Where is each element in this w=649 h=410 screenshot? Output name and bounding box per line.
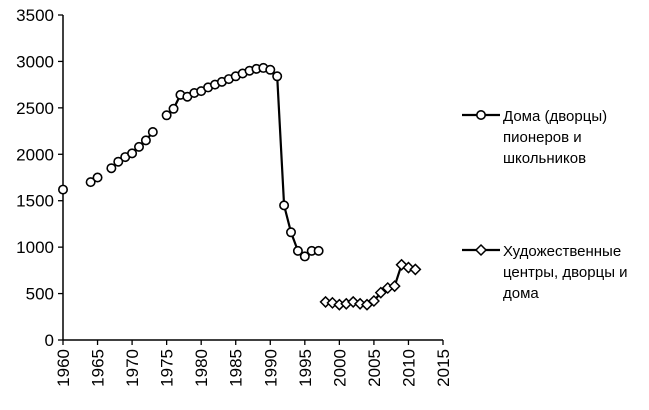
data-point	[113, 156, 124, 167]
data-point	[161, 110, 172, 121]
data-point	[85, 177, 96, 188]
data-point	[313, 245, 324, 256]
y-tick-label: 3000	[16, 52, 54, 71]
x-tick-label: 2005	[365, 349, 384, 387]
x-tick-label: 1975	[158, 349, 177, 387]
legend-marker	[474, 243, 488, 257]
legend-entry-2: Художественные центры, дворцы и дома	[462, 243, 628, 302]
x-tick-label: 1995	[296, 349, 315, 387]
data-point	[388, 280, 401, 293]
x-tick-label: 1965	[89, 349, 108, 387]
data-point	[409, 263, 422, 276]
legend-marker	[475, 110, 486, 121]
data-point	[367, 294, 380, 308]
data-point	[374, 286, 387, 299]
x-tick-label: 1960	[54, 349, 73, 387]
legend-label: центры, дворцы и	[503, 264, 628, 281]
y-tick-label: 2500	[16, 99, 54, 118]
data-point	[134, 141, 145, 152]
x-tick-label: 1985	[227, 349, 246, 387]
legend: Дома (дворцы) пионеров и школьников Художес…	[462, 108, 628, 302]
data-point	[106, 163, 117, 174]
data-point	[147, 127, 158, 138]
y-tick-label: 1000	[16, 238, 54, 257]
x-tick-label: 2000	[330, 349, 349, 387]
legend-entry-1: Дома (дворцы) пионеров и школьников	[462, 108, 607, 167]
plot-area	[57, 62, 422, 311]
y-tick-label: 500	[26, 285, 54, 304]
legend-label: школьников	[503, 150, 586, 167]
x-tick-label: 2010	[399, 349, 418, 387]
axes: 0 500 1000 1500 2000 2500 3000 3500 1960 1965 1970…	[16, 6, 453, 387]
legend-label: дома	[503, 285, 539, 302]
x-tick-label: 2015	[434, 349, 453, 387]
y-tick-label: 0	[45, 331, 54, 350]
legend-label: Дома (дворцы)	[503, 108, 607, 125]
data-point	[292, 245, 303, 256]
data-point	[57, 184, 68, 195]
data-point	[140, 135, 151, 146]
y-tick-label: 3500	[16, 6, 54, 25]
x-tick-label: 1990	[261, 349, 280, 387]
data-point	[285, 227, 296, 238]
data-point	[272, 71, 283, 82]
data-point	[92, 172, 103, 183]
y-tick-label: 1500	[16, 192, 54, 211]
data-point	[299, 251, 310, 262]
data-point	[265, 64, 276, 75]
data-point	[279, 200, 290, 211]
data-point	[168, 103, 179, 114]
series-1	[57, 62, 324, 262]
legend-label: пионеров и	[503, 129, 582, 146]
x-tick-label: 1980	[192, 349, 211, 387]
legend-label: Художественные	[503, 243, 621, 260]
series-2	[319, 258, 422, 311]
x-tick-label: 1970	[123, 349, 142, 387]
y-tick-label: 2000	[16, 145, 54, 164]
data-point	[127, 148, 138, 159]
